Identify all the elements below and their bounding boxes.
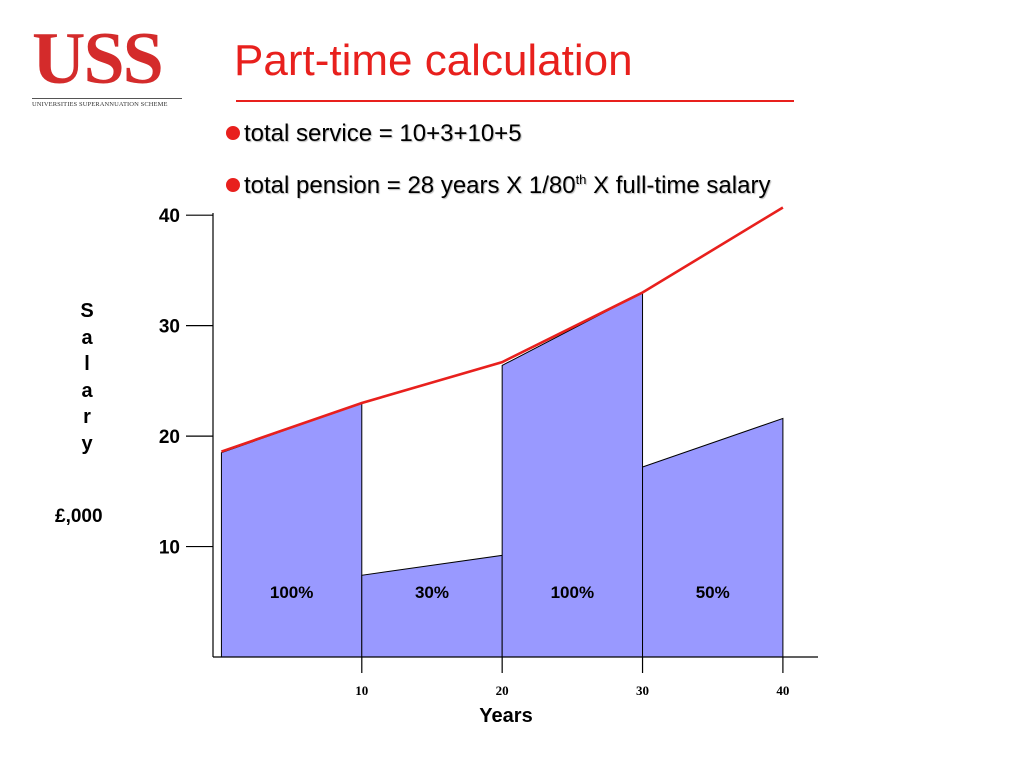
- y-axis-label-letter: y: [81, 432, 93, 455]
- bullet-text-after: X full-time salary: [586, 172, 771, 199]
- logo-subtitle: UNIVERSITIES SUPERANNUATION SCHEME: [32, 101, 168, 108]
- title-underline: [236, 100, 794, 102]
- y-axis-label-letter: a: [81, 379, 93, 402]
- bullet-dot-icon: [226, 126, 240, 140]
- page-title: Part-time calculation: [234, 36, 633, 85]
- segment-label-1: 100%: [270, 583, 313, 602]
- segment-area-2: [361, 554, 503, 658]
- x-tick-label-20: 20: [496, 683, 509, 698]
- bullet-text-before: total pension = 28 years X 1/80: [244, 172, 576, 199]
- x-axis-label: Years: [479, 705, 532, 727]
- segment-label-3: 100%: [551, 583, 594, 602]
- logo-wordmark: USS: [32, 18, 164, 100]
- y-tick-label-40: 40: [159, 206, 180, 227]
- y-axis-unit: £,000: [55, 506, 103, 527]
- segment-area-4: [642, 417, 784, 658]
- x-tick-label-40: 40: [776, 683, 789, 698]
- bullet-total-service: total service = 10+3+10+5: [226, 120, 522, 148]
- segment-label-4: 50%: [696, 583, 730, 602]
- x-tick-label-30: 30: [636, 683, 649, 698]
- y-tick-label-10: 10: [159, 538, 180, 559]
- bullet-superscript: th: [575, 172, 587, 187]
- uss-logo: USS UNIVERSITIES SUPERANNUATION SCHEME: [32, 22, 182, 108]
- full-time-salary-line: [220, 206, 784, 453]
- y-axis-label-letter: l: [84, 353, 90, 375]
- bullet-dot-icon: [226, 178, 240, 192]
- y-axis-label-letter: S: [80, 300, 94, 322]
- segment-area-1: [220, 402, 363, 658]
- y-tick-label-30: 30: [159, 317, 180, 338]
- y-tick-label-20: 20: [159, 427, 180, 448]
- bullet-text: total service = 10+3+10+5: [244, 120, 522, 147]
- bullet-total-pension: total pension = 28 years X 1/80th X full…: [226, 172, 770, 200]
- y-axis-label-letter: r: [83, 406, 91, 428]
- segment-label-2: 30%: [415, 583, 449, 602]
- x-tick-label-10: 10: [355, 683, 368, 698]
- logo-divider: [32, 98, 182, 99]
- segment-area-3: [501, 291, 644, 658]
- y-axis-label-letter: a: [81, 326, 93, 349]
